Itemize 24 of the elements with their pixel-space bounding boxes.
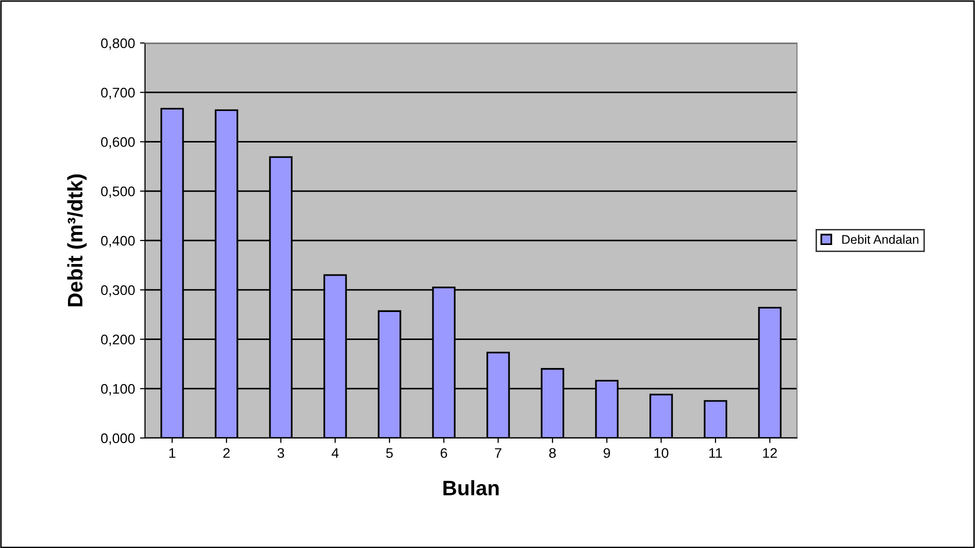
y-axis-title: Debit (m³/dtk) (67, 174, 87, 306)
x-tick-label: 12 (763, 448, 777, 458)
x-tick-label: 5 (386, 448, 393, 458)
x-tick-label: 9 (604, 448, 610, 458)
x-tick-label: 1 (169, 448, 176, 458)
x-tick-label: 2 (223, 448, 230, 458)
x-tick-label: 10 (654, 448, 668, 458)
y-tick-label: 0,600 (101, 137, 135, 149)
x-axis-title: Bulan (443, 480, 499, 496)
legend-label: Debit Andalan (842, 234, 918, 244)
y-tick-label: 0,500 (101, 186, 135, 198)
y-tick-label: 0,400 (101, 236, 135, 248)
x-tick-label: 4 (332, 448, 339, 458)
x-tick-label: 3 (278, 448, 284, 458)
x-tick-label: 7 (495, 448, 502, 458)
x-tick-label: 11 (709, 448, 722, 458)
x-tick-label: 8 (549, 448, 556, 458)
y-tick-label: 0,100 (101, 384, 135, 396)
y-tick-label: 0,300 (101, 285, 135, 297)
y-tick-label: 0,000 (101, 433, 135, 445)
y-tick-label: 0,700 (101, 88, 135, 100)
y-tick-label: 0,200 (101, 334, 135, 346)
x-tick-label: 6 (440, 448, 448, 458)
y-tick-label: 0,800 (101, 38, 135, 50)
